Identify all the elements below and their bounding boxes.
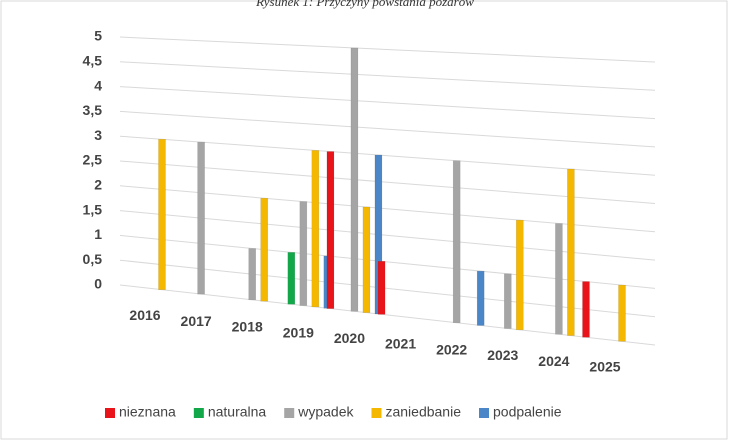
bar bbox=[158, 139, 166, 290]
y-tick-label: 0,5 bbox=[83, 251, 103, 267]
bar bbox=[582, 281, 590, 338]
chart-title: Rysunek 1: Przyczyny powstania pożarów bbox=[255, 0, 474, 9]
bar bbox=[377, 261, 386, 315]
legend-swatch bbox=[479, 408, 489, 418]
bar bbox=[197, 141, 205, 295]
legend-label: wypadek bbox=[297, 404, 354, 420]
legend-label: podpalenie bbox=[493, 404, 562, 420]
y-tick-label: 2,5 bbox=[83, 152, 103, 168]
legend-label: naturalna bbox=[208, 404, 267, 420]
legend-swatch bbox=[371, 408, 382, 418]
y-tick-label: 1 bbox=[94, 226, 102, 242]
y-tick-label: 1,5 bbox=[83, 201, 103, 217]
x-tick-label: 2025 bbox=[589, 359, 620, 375]
x-tick-label: 2018 bbox=[232, 319, 263, 335]
bar bbox=[326, 151, 335, 309]
bar bbox=[260, 197, 268, 302]
y-tick-label: 3 bbox=[94, 127, 102, 143]
bar bbox=[311, 150, 320, 308]
x-tick-label: 2017 bbox=[181, 313, 212, 329]
x-tick-label: 2021 bbox=[385, 336, 416, 352]
grid-line bbox=[119, 86, 656, 120]
legend-swatch bbox=[284, 408, 295, 418]
grid-line bbox=[119, 160, 656, 204]
legend-label: zaniedbanie bbox=[385, 404, 461, 420]
x-tick-label: 2016 bbox=[129, 307, 160, 323]
grid-line bbox=[119, 61, 656, 91]
bar bbox=[516, 219, 524, 331]
bar bbox=[362, 206, 371, 313]
bar bbox=[567, 168, 575, 336]
bar bbox=[350, 47, 359, 312]
y-tick-label: 5 bbox=[94, 28, 102, 44]
y-tick-label: 4 bbox=[94, 77, 102, 93]
grid-line bbox=[119, 259, 656, 318]
bar bbox=[287, 252, 296, 305]
grid-line bbox=[119, 135, 656, 176]
legend-label: nieznana bbox=[119, 404, 176, 420]
grid-line bbox=[119, 110, 656, 148]
y-tick-label: 3,5 bbox=[83, 102, 103, 118]
grid-line bbox=[119, 36, 656, 63]
legend-swatch bbox=[193, 408, 204, 418]
bar bbox=[299, 201, 308, 306]
bar bbox=[504, 273, 512, 329]
x-tick-label: 2022 bbox=[436, 341, 467, 357]
grid-line bbox=[119, 234, 656, 289]
y-tick-label: 2 bbox=[94, 177, 102, 193]
bar bbox=[618, 284, 626, 342]
y-tick-label: 0 bbox=[94, 276, 102, 292]
grid-line bbox=[119, 284, 656, 346]
bar bbox=[555, 223, 563, 335]
grid-line bbox=[119, 185, 656, 233]
legend-swatch bbox=[105, 408, 115, 418]
bar bbox=[452, 160, 461, 324]
x-tick-label: 2023 bbox=[487, 347, 518, 363]
bar bbox=[248, 248, 256, 301]
x-tick-label: 2019 bbox=[283, 324, 314, 340]
y-tick-label: 4,5 bbox=[83, 53, 103, 69]
bar bbox=[476, 270, 485, 326]
grid-line bbox=[119, 210, 656, 261]
x-tick-label: 2020 bbox=[334, 330, 365, 346]
x-tick-label: 2024 bbox=[538, 353, 569, 369]
